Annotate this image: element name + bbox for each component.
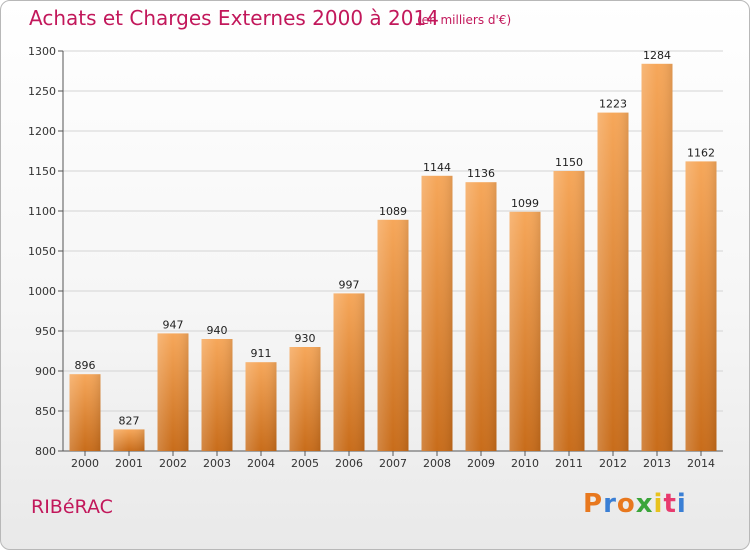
location-name: RIBéRAC [31,496,113,518]
x-tick-label: 2002 [159,457,187,470]
data-label: 1089 [379,205,407,218]
data-label: 1150 [555,156,583,169]
y-tick-label: 1100 [28,205,56,218]
data-label: 1136 [467,167,495,180]
y-tick-label: 800 [35,445,56,458]
y-tick-label: 1150 [28,165,56,178]
x-tick-label: 2004 [247,457,275,470]
x-tick-label: 2013 [643,457,671,470]
x-tick-label: 2003 [203,457,231,470]
bar-shade [597,112,629,451]
logo-letter: i [653,489,664,519]
data-label: 1284 [643,49,671,62]
y-tick-label: 1200 [28,125,56,138]
bar-shade [465,182,497,451]
logo-letter: o [616,489,636,519]
chart-subtitle: (en milliers d'€) [417,13,512,27]
data-label: 827 [119,414,140,427]
logo-letter: P [583,489,604,519]
bar-shade [553,171,585,451]
data-label: 1144 [423,161,451,174]
x-tick-label: 2001 [115,457,143,470]
logo-letter: t [663,489,677,519]
y-tick-label: 1300 [28,45,56,58]
labels: 800 850 900 950 1000 1050 1100 1150 1200 1250 1300… [28,45,715,470]
x-tick-label: 2005 [291,457,319,470]
data-label: 1223 [599,98,627,111]
bar-shade [377,219,409,451]
bars [69,63,717,452]
data-label: 930 [295,332,316,345]
bar-shade [113,429,145,451]
bar-shade [69,374,101,451]
bar-shade [157,333,189,451]
x-tick-label: 2007 [379,457,407,470]
data-label: 997 [339,278,360,291]
y-tick-label: 850 [35,405,56,418]
bar-shade [201,339,233,451]
data-label: 1099 [511,197,539,210]
data-label: 940 [207,324,228,337]
data-label: 1162 [687,146,715,159]
y-tick-label: 1250 [28,85,56,98]
x-tick-label: 2009 [467,457,495,470]
y-tick-label: 1050 [28,245,56,258]
x-tick-label: 2000 [71,457,99,470]
chart-title: Achats et Charges Externes 2000 à 2014 [29,6,439,30]
x-tick-label: 2008 [423,457,451,470]
y-tick-label: 950 [35,325,56,338]
data-label: 911 [251,347,272,360]
bar-shade [685,161,717,451]
bar-chart: 800 850 900 950 1000 1050 1100 1150 1200 1250 1300… [28,45,723,470]
data-label: 947 [163,318,184,331]
y-tick-label: 900 [35,365,56,378]
x-tick-label: 2012 [599,457,627,470]
logo-letter: i [676,489,687,519]
bar-shade [245,362,277,451]
bar-shade [289,347,321,451]
logo-letter: r [603,489,617,519]
bar-shade [421,175,453,452]
bar-shade [641,63,673,452]
bar-shade [509,211,541,451]
logo-letter: x [635,489,654,519]
x-tick-label: 2014 [687,457,715,470]
proxiti-logo: Proxiti [583,489,687,519]
x-tick-label: 2011 [555,457,583,470]
data-label: 896 [75,359,96,372]
bar-shade [333,293,365,451]
x-tick-label: 2010 [511,457,539,470]
x-tick-label: 2006 [335,457,363,470]
y-tick-label: 1000 [28,285,56,298]
